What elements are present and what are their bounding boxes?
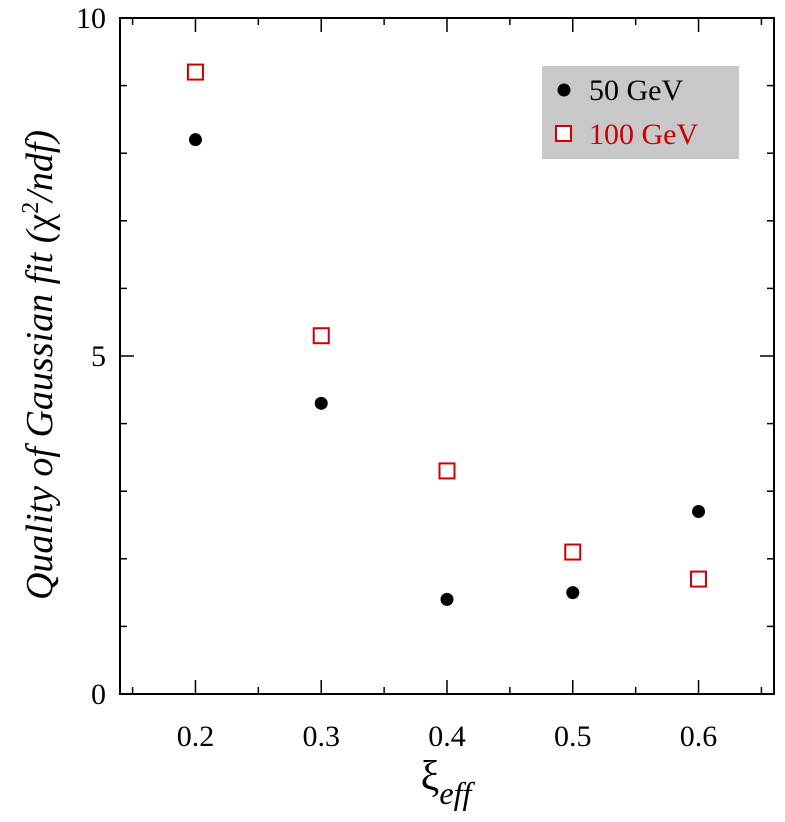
data-point	[188, 133, 202, 147]
y-tick-label: 5	[91, 340, 106, 373]
legend-label-100gev: 100 GeV	[589, 118, 698, 151]
y-axis-title: Quality of Gaussian fit (χ2/ndf)	[18, 130, 61, 600]
legend-label-50gev: 50 GeV	[589, 74, 683, 107]
legend-marker-50gev	[557, 83, 571, 97]
y-axis-title-chi: χ	[19, 214, 61, 232]
y-axis-title-suffix: /ndf)	[19, 130, 61, 204]
data-point	[314, 396, 328, 410]
x-axis-title: ξeff	[421, 754, 476, 811]
x-tick-label: 0.2	[177, 720, 215, 753]
x-axis-title-sub: eff	[439, 775, 475, 811]
x-tick-label: 0.4	[428, 720, 466, 753]
data-point	[438, 462, 456, 480]
axis-ticks	[120, 17, 774, 695]
data-point	[186, 63, 204, 81]
data-point	[690, 570, 708, 588]
data-point	[566, 586, 580, 600]
data-point	[312, 327, 330, 345]
x-tick-label: 0.6	[680, 720, 718, 753]
axis-tick-labels: 0.2 0.3 0.4 0.5 0.6 0 5 10	[76, 2, 717, 753]
y-axis-title-sup: 2	[18, 202, 44, 214]
y-tick-label: 0	[91, 678, 106, 711]
legend: 50 GeV 100 GeV	[542, 66, 739, 159]
data-points	[186, 63, 708, 606]
legend-marker-100gev	[555, 125, 572, 142]
y-axis-title-prefix: Quality of Gaussian fit (	[19, 228, 61, 600]
data-point	[692, 504, 706, 518]
x-tick-label: 0.3	[302, 720, 340, 753]
data-point	[440, 592, 454, 606]
legend-background	[542, 66, 739, 159]
y-tick-label: 10	[76, 2, 106, 35]
x-tick-label: 0.5	[554, 720, 592, 753]
x-axis-title-main: ξ	[421, 754, 440, 800]
data-point	[564, 543, 582, 561]
